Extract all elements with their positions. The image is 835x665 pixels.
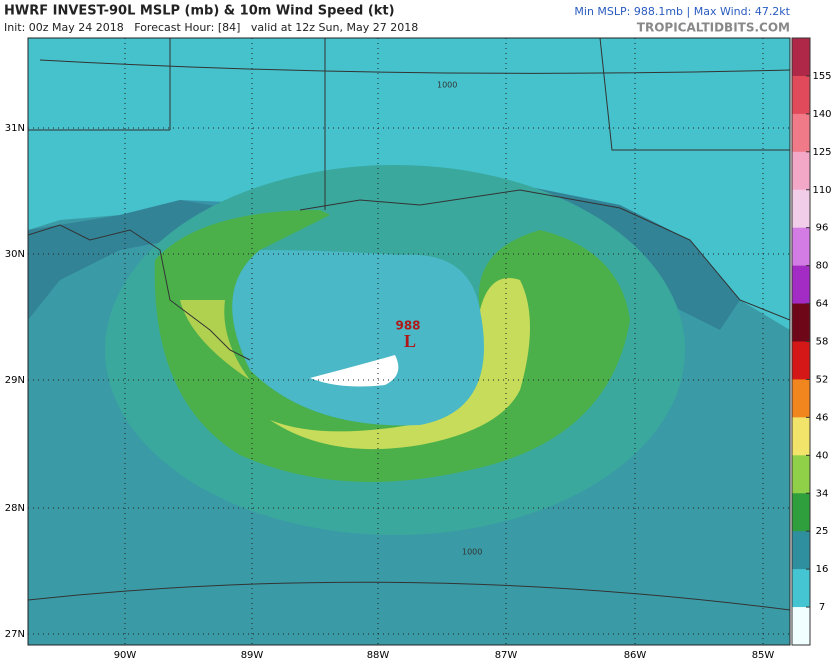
colorbar-label: 110 bbox=[812, 185, 831, 196]
lat-label: 27N bbox=[5, 629, 25, 640]
lon-label: 88W bbox=[367, 650, 390, 661]
coastline bbox=[28, 224, 251, 361]
low-symbol: L bbox=[404, 331, 416, 351]
colorbar-segment bbox=[792, 341, 810, 380]
colorbar-label: 64 bbox=[816, 299, 829, 310]
lon-label: 87W bbox=[495, 650, 518, 661]
contour-label: 1000 bbox=[462, 548, 482, 557]
colorbar-segment bbox=[792, 113, 810, 153]
colorbar-label: 155 bbox=[812, 71, 831, 82]
colorbar-segment bbox=[792, 265, 810, 305]
colorbar-label: 52 bbox=[816, 374, 829, 385]
calm bbox=[310, 355, 399, 387]
contour-label: 1000 bbox=[437, 81, 457, 90]
colorbar-segment bbox=[792, 607, 810, 646]
coastline bbox=[299, 189, 790, 321]
run-info: Init: 00z May 24 2018 Forecast Hour: [84… bbox=[4, 21, 418, 34]
colorbar-label: 96 bbox=[816, 223, 829, 234]
colorbar-label: 140 bbox=[812, 109, 831, 120]
colorbar-label: 16 bbox=[816, 564, 829, 575]
colorbar-label: 34 bbox=[816, 488, 829, 499]
colorbar-label: 7 bbox=[819, 602, 825, 613]
colorbar-segment bbox=[792, 417, 810, 456]
colorbar-segment bbox=[792, 151, 810, 191]
lat-label: 31N bbox=[5, 123, 25, 134]
lon-label: 90W bbox=[114, 650, 137, 661]
colorbar-label: 58 bbox=[816, 337, 829, 348]
site: TROPICALTIDBITS.COM bbox=[637, 21, 790, 35]
colorbar-label: 40 bbox=[816, 450, 829, 461]
colorbar-segment bbox=[792, 569, 810, 608]
isobar bbox=[28, 59, 790, 611]
colorbar-label: 46 bbox=[816, 412, 829, 423]
lat-label: 28N bbox=[5, 503, 25, 514]
colorbar-segment bbox=[792, 227, 810, 267]
colorbar-label: 80 bbox=[816, 261, 829, 272]
colorbar-segment bbox=[792, 303, 810, 342]
colorbar-segment bbox=[792, 75, 810, 115]
map-frame bbox=[27, 37, 791, 646]
colorbar-segment bbox=[792, 531, 810, 570]
lon-label: 89W bbox=[241, 650, 264, 661]
eye bbox=[232, 250, 484, 426]
colorbar-label: 125 bbox=[812, 147, 831, 158]
gale-ring bbox=[154, 210, 630, 482]
lon-label: 85W bbox=[752, 650, 775, 661]
state-border bbox=[28, 38, 790, 210]
title: HWRF INVEST-90L MSLP (mb) & 10m Wind Spe… bbox=[4, 4, 395, 19]
colorbar-segment bbox=[792, 38, 810, 77]
colorbar-segment bbox=[792, 189, 810, 229]
stats: Min MSLP: 988.1mb | Max Wind: 47.2kt bbox=[574, 5, 790, 18]
low-pressure: 988 bbox=[395, 319, 420, 333]
max-wind bbox=[270, 278, 530, 450]
colorbar-label: 25 bbox=[816, 526, 829, 537]
lon-label: 86W bbox=[624, 650, 647, 661]
colorbar-segment bbox=[792, 379, 810, 418]
colorbar-segment bbox=[792, 455, 810, 494]
colorbar-segment bbox=[792, 493, 810, 532]
lat-label: 29N bbox=[5, 375, 25, 386]
map: 988 L 1000 1000 bbox=[27, 37, 791, 646]
lat-label: 30N bbox=[5, 249, 25, 260]
